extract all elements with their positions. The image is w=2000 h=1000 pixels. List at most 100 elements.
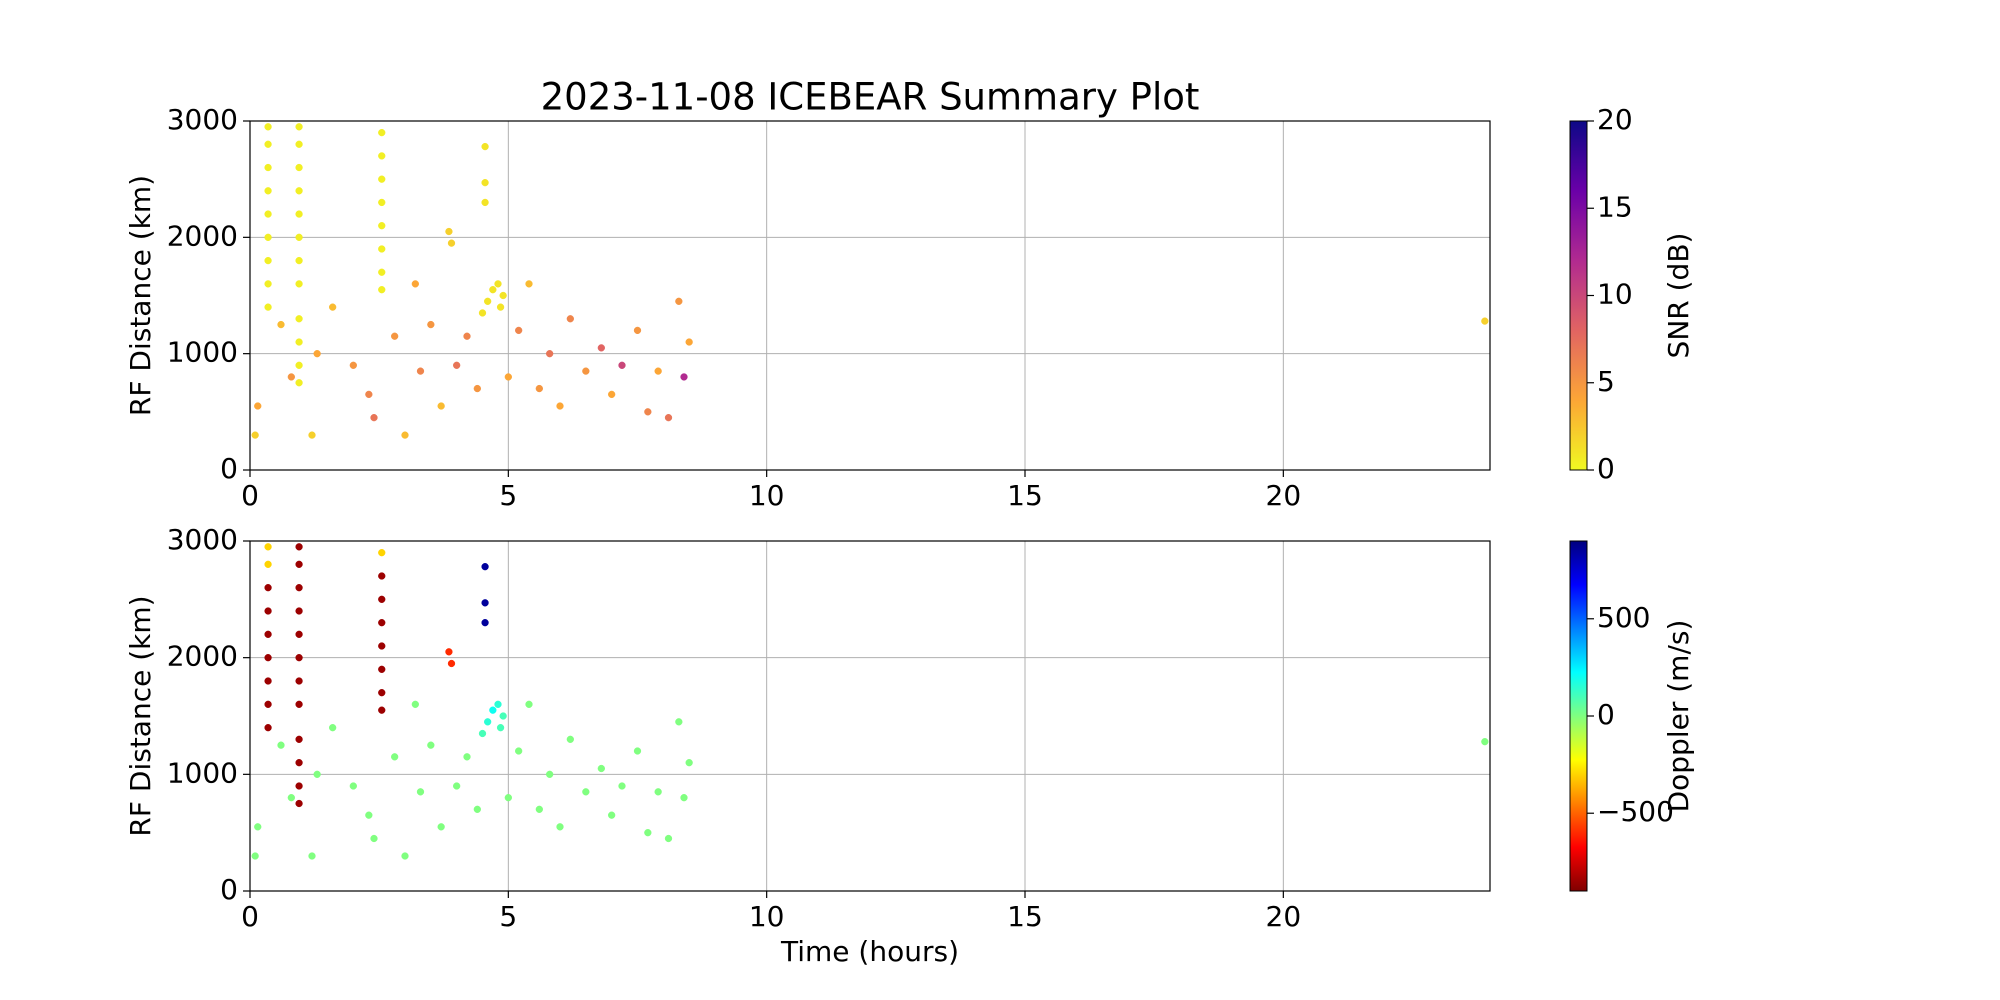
- point: [664, 834, 673, 843]
- point: [680, 794, 688, 802]
- point: [251, 431, 259, 439]
- point: [277, 320, 285, 329]
- point: [618, 782, 626, 790]
- point: [582, 788, 590, 796]
- y-tick-label: 3000: [167, 103, 238, 136]
- x-tick-label: 20: [1266, 900, 1302, 933]
- point: [295, 163, 303, 172]
- point: [411, 280, 419, 288]
- point: [295, 187, 303, 195]
- point: [295, 700, 303, 708]
- y-tick-label: 2000: [167, 219, 238, 252]
- point: [463, 332, 471, 340]
- point: [515, 747, 523, 755]
- point: [618, 361, 626, 369]
- point: [481, 142, 489, 151]
- plot-frame: [249, 540, 1491, 892]
- colorbar-tick-label: 20: [1597, 103, 1633, 136]
- point: [481, 563, 489, 571]
- point: [633, 747, 642, 755]
- point: [416, 788, 425, 796]
- point: [496, 724, 505, 732]
- point: [295, 256, 303, 265]
- point: [264, 584, 272, 592]
- colorbar-tick-label: 10: [1597, 278, 1633, 311]
- point: [264, 607, 272, 615]
- point: [463, 753, 471, 761]
- points: [251, 543, 1489, 860]
- point: [427, 320, 435, 329]
- point: [264, 700, 272, 708]
- point: [365, 390, 373, 399]
- point: [566, 315, 574, 323]
- point: [295, 140, 303, 148]
- point: [608, 811, 616, 819]
- point: [254, 823, 262, 831]
- colorbar-tick-label: 0: [1597, 452, 1615, 485]
- point: [295, 677, 303, 685]
- point: [378, 198, 386, 207]
- point: [295, 361, 303, 369]
- point: [295, 584, 303, 592]
- y-tick-label: 0: [220, 873, 238, 906]
- point: [295, 799, 303, 808]
- point: [401, 431, 409, 439]
- x-tick-label: 5: [499, 479, 517, 512]
- point: [378, 268, 386, 276]
- point: [295, 630, 303, 638]
- point: [453, 361, 461, 369]
- point: [251, 852, 259, 860]
- point: [582, 367, 590, 375]
- point: [546, 770, 554, 778]
- colorbar: [1569, 540, 1588, 892]
- point: [445, 227, 453, 236]
- point: [329, 724, 337, 732]
- point: [295, 379, 303, 387]
- point: [264, 560, 272, 568]
- points: [251, 123, 1489, 439]
- point: [401, 852, 409, 860]
- point: [481, 619, 489, 627]
- point: [556, 402, 564, 410]
- point: [437, 402, 445, 410]
- point: [264, 280, 272, 288]
- y-tick-label: 1000: [167, 336, 238, 369]
- y-tick-label: 1000: [167, 756, 238, 789]
- y-tick-label: 3000: [167, 523, 238, 556]
- point: [391, 332, 399, 340]
- point: [644, 829, 652, 837]
- point: [416, 367, 425, 375]
- point: [295, 123, 303, 131]
- point: [437, 823, 445, 831]
- point: [264, 123, 272, 131]
- point: [264, 163, 272, 172]
- point: [264, 630, 272, 638]
- y-tick-label: 2000: [167, 640, 238, 673]
- point: [295, 338, 303, 346]
- point: [295, 735, 303, 743]
- point: [654, 788, 662, 796]
- point: [478, 729, 487, 738]
- y-axis-label: RF Distance (km): [124, 175, 157, 416]
- point: [427, 741, 435, 749]
- point: [264, 233, 272, 241]
- point: [447, 659, 456, 668]
- colorbar-tick-label: 500: [1597, 601, 1650, 634]
- point: [489, 286, 497, 294]
- point: [370, 834, 378, 843]
- point: [349, 361, 357, 369]
- point: [378, 595, 386, 603]
- point: [378, 128, 386, 137]
- point: [556, 823, 564, 831]
- point: [496, 303, 505, 311]
- point: [445, 648, 453, 656]
- point: [481, 198, 489, 207]
- point: [295, 560, 303, 568]
- point: [308, 852, 316, 860]
- point: [264, 140, 272, 148]
- point: [608, 390, 616, 399]
- point: [370, 414, 378, 422]
- colorbar-tick-label: 0: [1597, 698, 1615, 731]
- point: [313, 350, 321, 358]
